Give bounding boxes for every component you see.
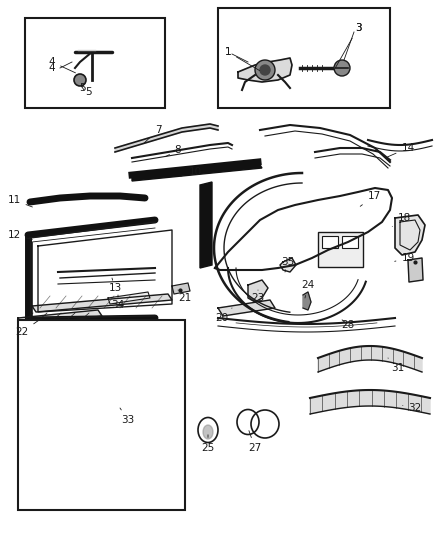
Bar [342, 236, 358, 248]
Bar [18, 320, 185, 510]
Text: 4: 4 [49, 63, 55, 73]
Text: 27: 27 [248, 431, 261, 453]
Bar [318, 232, 363, 267]
Text: 32: 32 [403, 403, 422, 413]
Circle shape [334, 60, 350, 76]
Polygon shape [108, 292, 150, 304]
Polygon shape [218, 300, 275, 316]
Polygon shape [32, 294, 172, 312]
Text: 5: 5 [79, 83, 85, 93]
Polygon shape [248, 280, 268, 302]
Text: 7: 7 [144, 125, 161, 143]
Text: 22: 22 [15, 320, 40, 337]
Text: 19: 19 [395, 253, 415, 263]
Bar [322, 236, 338, 248]
Bar [72, 468, 104, 490]
Text: 23: 23 [251, 290, 265, 303]
Text: 3: 3 [334, 23, 361, 70]
Text: 11: 11 [7, 195, 32, 207]
Text: 1: 1 [225, 47, 231, 57]
Text: 31: 31 [388, 358, 405, 373]
Text: 14: 14 [388, 143, 415, 157]
Text: 1: 1 [225, 47, 260, 70]
Polygon shape [408, 258, 423, 282]
Polygon shape [303, 292, 311, 310]
Text: 28: 28 [341, 320, 355, 330]
Text: 17: 17 [360, 191, 381, 206]
Circle shape [255, 60, 275, 80]
Text: 8: 8 [166, 145, 181, 157]
Text: 13: 13 [108, 278, 122, 293]
Polygon shape [238, 58, 292, 82]
Circle shape [74, 74, 86, 86]
Polygon shape [200, 182, 212, 268]
Text: 25: 25 [201, 435, 215, 453]
Text: 24: 24 [301, 280, 314, 298]
Polygon shape [115, 124, 218, 152]
Text: 5: 5 [85, 87, 91, 97]
Polygon shape [280, 258, 296, 272]
Text: 34: 34 [111, 295, 125, 310]
Polygon shape [318, 346, 422, 372]
Circle shape [260, 65, 270, 75]
Polygon shape [132, 162, 262, 181]
Text: 33: 33 [120, 408, 134, 425]
Polygon shape [395, 215, 425, 255]
Text: 20: 20 [215, 308, 232, 323]
Bar [25, 18, 165, 108]
Text: 3: 3 [355, 23, 361, 33]
Ellipse shape [203, 425, 213, 439]
Text: 21: 21 [178, 290, 192, 303]
Polygon shape [172, 283, 190, 294]
Text: 10: 10 [180, 167, 201, 177]
Text: 12: 12 [7, 230, 32, 240]
Polygon shape [35, 332, 172, 503]
Polygon shape [310, 390, 430, 414]
Bar [218, 8, 390, 108]
Polygon shape [18, 310, 102, 326]
Text: 4: 4 [49, 57, 75, 73]
Text: 35: 35 [281, 257, 295, 272]
Text: 18: 18 [392, 213, 411, 227]
